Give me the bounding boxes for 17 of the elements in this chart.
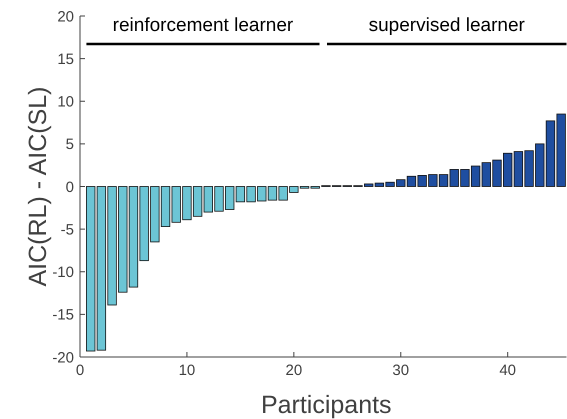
y-tick-label: 0 [66,178,74,196]
y-tick-label: 10 [57,94,74,110]
y-axis-title: AIC(RL) - AIC(SL) [24,86,52,287]
x-tick-label: 30 [392,362,410,379]
y-tick-label: -10 [52,264,74,281]
annotation: reinforcement learner [112,15,294,36]
y-tick-label: -20 [52,349,74,366]
x-axis-title: Participants [260,391,392,419]
x-tick-label: 40 [499,362,516,379]
x-tick-label: 20 [286,362,302,379]
y-tick-label: -5 [60,221,74,238]
y-tick-label: 15 [57,50,74,68]
y-tick-label: -15 [52,306,74,324]
annotation: supervised learner [368,15,526,36]
x-tick-label: 10 [178,362,196,379]
y-tick-label: 20 [57,8,74,26]
y-tick-label: 5 [66,136,74,154]
